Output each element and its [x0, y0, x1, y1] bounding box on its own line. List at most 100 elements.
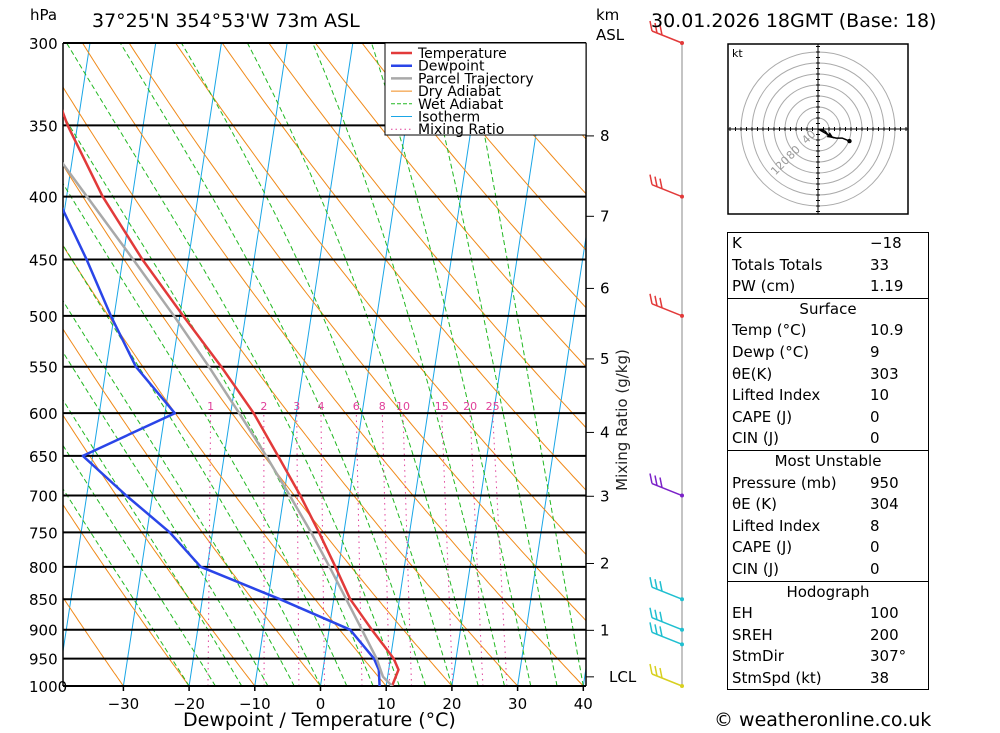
index-label: θE (K) — [732, 495, 777, 514]
index-value: 100 — [870, 604, 899, 623]
dry-adiabat-line — [268, 43, 586, 429]
forecast-datetime: 30.01.2026 18GMT (Base: 18) — [651, 10, 937, 32]
index-label: Lifted Index — [732, 386, 821, 405]
height-tick-label: 5 — [600, 350, 610, 368]
dry-adiabat-line — [63, 244, 387, 686]
index-row: Lifted Index 10 — [728, 385, 928, 407]
mixing-ratio-axis-title: Mixing Ratio (g/kg) — [613, 349, 631, 491]
pressure-tick-label: 700 — [29, 488, 58, 506]
index-label: CAPE (J) — [732, 538, 793, 557]
index-value: −18 — [870, 234, 902, 252]
pressure-tick-label: 900 — [29, 622, 58, 640]
isotherm-line — [517, 233, 586, 686]
mixing-ratio-label: 4 — [317, 400, 324, 413]
index-value: 200 — [870, 625, 899, 644]
index-row: θE(K) 303 — [728, 364, 928, 386]
legend-label: Mixing Ratio — [418, 122, 504, 138]
index-row: CIN (J) 0 — [728, 559, 928, 581]
isotherm-line — [451, 43, 551, 686]
wind-barb — [649, 293, 684, 318]
height-tick-label: 2 — [600, 554, 610, 572]
wind-barb — [649, 663, 684, 688]
wind-barb — [649, 607, 684, 632]
most-unstable-section: Most Unstable Pressure (mb) 950 θE (K) 304 Li… — [728, 449, 928, 581]
legend-label: Temperature — [417, 46, 507, 62]
dry-adiabat-line — [315, 43, 586, 368]
mixing-ratio-line — [320, 413, 326, 686]
pressure-unit-label: hPa — [30, 6, 58, 24]
section-title: Most Unstable — [774, 451, 882, 470]
pressure-tick-label: 450 — [29, 252, 58, 270]
index-label: K — [732, 234, 742, 252]
x-tick-label: 40 — [574, 695, 593, 713]
dry-adiabat-line — [82, 43, 584, 686]
wet-adiabat-line — [371, 43, 532, 686]
dry-adiabat-line — [408, 43, 586, 251]
isotherm-line — [0, 43, 24, 686]
index-row: θE (K) 304 — [728, 494, 928, 516]
index-row: Lifted Index 8 — [728, 516, 928, 538]
index-row: K −18 — [728, 233, 928, 255]
legend-label: Dry Adiabat — [418, 84, 501, 100]
index-label: SREH — [732, 625, 773, 644]
index-label: StmSpd (kt) — [732, 668, 822, 687]
index-label: PW (cm) — [732, 277, 796, 296]
x-tick-label: 0 — [316, 695, 326, 713]
hodograph-stats-section: Hodograph EH 100 SREH 200 StmDir 307° StmSpd (k… — [728, 580, 928, 690]
index-label: Lifted Index — [732, 516, 821, 535]
wind-barb — [649, 577, 684, 602]
index-label: StmDir — [732, 647, 784, 666]
pressure-tick-label: 400 — [29, 189, 58, 207]
index-value: 303 — [870, 364, 899, 383]
wet-adiabat-line — [312, 43, 505, 686]
height-tick-label: 3 — [600, 487, 610, 505]
mixing-ratio-line — [402, 413, 413, 686]
index-label: CIN (J) — [732, 559, 780, 578]
wet-adiabat-line — [466, 43, 584, 686]
index-row: StmSpd (kt) 38 — [728, 668, 928, 690]
isotherm-line — [63, 43, 157, 655]
index-row: StmDir 307° — [728, 646, 928, 668]
index-label: Pressure (mb) — [732, 473, 837, 492]
legend-label: Wet Adiabat — [418, 97, 504, 113]
pressure-tick-label: 1000 — [29, 678, 67, 696]
index-value: 38 — [870, 668, 890, 687]
wind-barb — [649, 622, 684, 647]
height-tick-label: LCL — [609, 668, 637, 686]
parcel-trajectory-line — [63, 161, 393, 686]
pressure-tick-label: 750 — [29, 524, 58, 542]
index-row: SREH 200 — [728, 625, 928, 647]
mixing-ratio-label: 2 — [260, 400, 267, 413]
mixing-ratio-line — [355, 413, 363, 686]
height-tick-label: 8 — [600, 127, 610, 145]
wet-adiabat-line — [119, 43, 427, 686]
index-value: 33 — [870, 255, 890, 274]
storm-motion-arrowhead — [826, 132, 834, 139]
index-label: θE(K) — [732, 364, 773, 383]
index-value: 10 — [870, 386, 890, 405]
legend-label: Dewpoint — [418, 59, 485, 75]
legend-label: Isotherm — [418, 110, 480, 126]
index-value: 0 — [870, 559, 880, 578]
x-axis-title: Dewpoint / Temperature (°C) — [183, 709, 456, 731]
isotherm-line — [188, 43, 288, 686]
section-title: Surface — [799, 299, 857, 318]
station-coordinates: 37°25'N 354°53'W 73m ASL — [92, 10, 360, 32]
index-value: 0 — [870, 407, 880, 426]
height-tick-label: 4 — [600, 423, 610, 441]
pressure-tick-label: 850 — [29, 591, 58, 609]
indices-table: K −18 Totals Totals 33 PW (cm) 1.19 Surface Tem… — [727, 232, 929, 691]
index-row: CAPE (J) 0 — [728, 537, 928, 559]
index-row: PW (cm) 1.19 — [728, 276, 928, 298]
mixing-ratio-label: 10 — [396, 400, 410, 413]
index-row: Totals Totals 33 — [728, 255, 928, 277]
height-tick-label: 6 — [600, 279, 610, 297]
index-row: Temp (°C) 10.9 — [728, 320, 928, 342]
isotherm-line — [122, 43, 222, 686]
index-value: 307° — [870, 647, 907, 666]
height-unit-asl: ASL — [596, 26, 625, 44]
index-value: 0 — [870, 429, 880, 448]
